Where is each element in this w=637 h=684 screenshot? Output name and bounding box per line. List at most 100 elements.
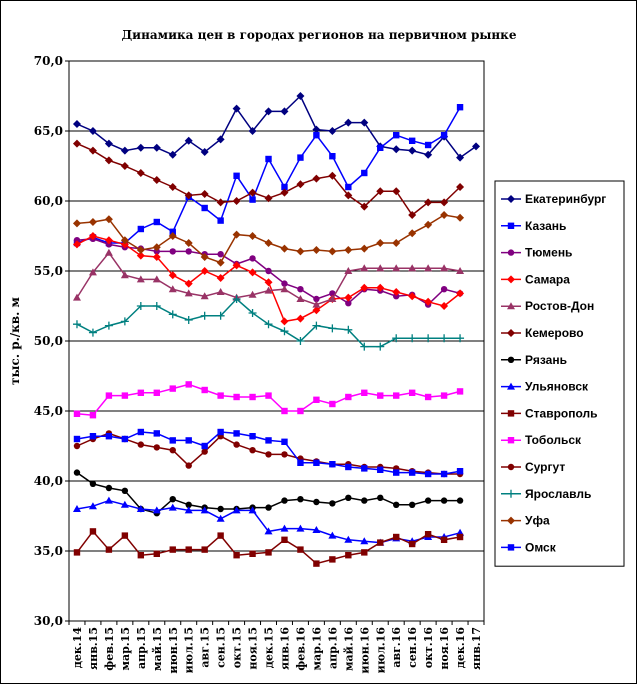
series-екатеринбург	[72, 92, 481, 162]
legend-entry: Тюмень	[501, 246, 572, 260]
data-point	[296, 295, 305, 302]
data-point	[248, 232, 257, 240]
data-point	[169, 228, 176, 235]
data-point	[217, 251, 224, 258]
data-point	[456, 533, 464, 541]
series-самара	[72, 232, 465, 326]
data-point	[280, 107, 289, 116]
data-point	[297, 286, 304, 293]
data-point	[456, 153, 465, 162]
data-point	[200, 267, 209, 275]
data-point	[216, 135, 225, 144]
data-point	[217, 392, 224, 399]
data-point	[121, 487, 129, 494]
data-point	[201, 386, 208, 394]
data-point	[408, 501, 416, 508]
data-point	[153, 389, 160, 396]
data-point	[248, 188, 257, 197]
data-point	[216, 288, 225, 295]
data-point	[296, 337, 305, 345]
data-point	[185, 248, 192, 255]
data-point	[168, 232, 177, 240]
data-point	[345, 300, 352, 307]
data-point	[217, 505, 224, 513]
data-point	[136, 143, 145, 152]
series-ставрополь	[73, 528, 464, 567]
data-point	[265, 504, 272, 511]
legend-label: Сургут	[525, 460, 565, 474]
data-point	[217, 217, 224, 224]
data-point	[152, 176, 161, 184]
legend-label: Казань	[525, 219, 566, 233]
data-point	[440, 198, 449, 207]
data-point	[281, 536, 288, 543]
legend-marker	[507, 302, 515, 310]
data-point	[265, 451, 272, 458]
data-point	[456, 289, 465, 298]
data-point	[408, 389, 416, 396]
data-point	[360, 537, 369, 545]
data-point	[264, 527, 273, 535]
data-point	[296, 247, 305, 256]
data-point	[296, 92, 305, 100]
data-point	[393, 533, 400, 541]
data-point	[344, 246, 353, 254]
data-point	[136, 169, 145, 177]
x-tick-label: апр.15	[135, 627, 148, 669]
data-point	[72, 293, 81, 301]
data-point	[136, 251, 145, 260]
data-point	[344, 535, 353, 543]
data-point	[264, 107, 273, 116]
data-point	[136, 505, 145, 512]
data-point	[440, 302, 449, 310]
data-point	[89, 528, 97, 535]
data-point	[440, 286, 448, 293]
data-point	[233, 393, 240, 401]
data-point	[137, 225, 145, 233]
data-point	[393, 392, 400, 399]
data-point	[249, 255, 256, 262]
data-point	[265, 392, 272, 399]
data-point	[88, 328, 97, 337]
data-point	[153, 218, 160, 226]
data-point	[104, 215, 113, 224]
data-point	[376, 187, 385, 196]
data-point	[201, 546, 208, 553]
legend-label: Ставрополь	[525, 406, 598, 420]
data-point	[297, 154, 304, 161]
x-tick-label: дек.14	[71, 627, 84, 669]
data-point	[200, 292, 209, 300]
legend-marker	[507, 516, 515, 525]
data-point	[408, 146, 417, 155]
data-point	[440, 536, 448, 543]
data-point	[184, 136, 193, 145]
y-tick-label: 50,0	[34, 334, 63, 348]
data-point	[281, 407, 288, 415]
data-point	[169, 447, 176, 454]
data-point	[408, 137, 416, 144]
data-point	[345, 463, 352, 471]
data-point	[297, 459, 304, 466]
data-point	[120, 240, 129, 249]
data-point	[216, 311, 225, 320]
data-point	[88, 232, 97, 240]
data-point	[312, 174, 321, 183]
data-point	[73, 549, 81, 556]
data-point	[136, 302, 145, 310]
data-point	[200, 506, 209, 514]
data-point	[72, 240, 81, 249]
data-point	[392, 239, 401, 247]
data-point	[377, 539, 384, 546]
data-point	[105, 546, 113, 553]
data-point	[281, 497, 288, 504]
data-point	[152, 302, 161, 310]
data-point	[248, 290, 257, 298]
data-point	[121, 532, 129, 539]
legend-entry: Кемерово	[501, 326, 584, 340]
data-point	[185, 501, 192, 508]
legend-marker	[507, 437, 515, 444]
data-point	[424, 497, 432, 504]
legend-entry: Ярославль	[501, 487, 591, 501]
x-tick-label: мар.15	[119, 627, 132, 671]
data-point	[105, 241, 113, 248]
